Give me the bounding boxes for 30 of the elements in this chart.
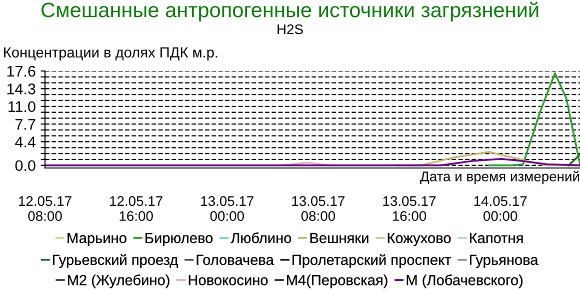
y-tick-label: 7.7 <box>16 119 36 130</box>
legend-label: Кожухово <box>388 232 451 246</box>
y-tick-label: 0.0 <box>15 160 36 172</box>
legend-label: Новокосино <box>188 275 268 286</box>
legend-label: М (Лобачевского) <box>406 274 523 288</box>
legend-label: Бирюлево <box>146 232 213 246</box>
legend-label: М2 (Жулебино) <box>68 274 170 288</box>
y-tick-label: 17.6 <box>7 66 36 77</box>
x-tick-label: 12.05.17 08:00 <box>19 196 72 221</box>
y-tick-label: 14.3 <box>7 84 36 94</box>
x-tick-label: 14.05.17 00:00 <box>474 196 527 221</box>
legend-label: Вешняки <box>310 232 368 244</box>
y-tick-label: 11.0 <box>8 101 36 112</box>
y-axis-title: Концентрации в долях ПДК м.р. <box>4 47 218 60</box>
x-tick-label: 13.05.17 16:00 <box>383 196 436 221</box>
chart-title: Смешанные антропогенные источники загрязнений <box>41 2 538 22</box>
legend-label: Пролетарский проспект <box>292 254 452 268</box>
legend-label: Гурьевский проезд <box>53 254 178 268</box>
legend-label: Головачева <box>196 254 274 266</box>
legend-label: М4(Перовская) <box>286 274 388 288</box>
legend-label: Люблино <box>230 232 292 244</box>
legend-label: Капотня <box>470 232 523 244</box>
x-axis-title: Дата и время измерений <box>420 170 580 184</box>
x-tick-label: 13.05.17 00:00 <box>201 196 254 221</box>
chart-subtitle: H2S <box>278 24 303 34</box>
legend-label: Гурьянова <box>470 254 538 268</box>
x-tick-label: 13.05.17 08:00 <box>292 196 345 221</box>
legend-label: Марьино <box>68 232 126 246</box>
y-tick-label: 4.4 <box>15 136 36 148</box>
x-tick-label: 12.05.17 16:00 <box>110 196 162 221</box>
